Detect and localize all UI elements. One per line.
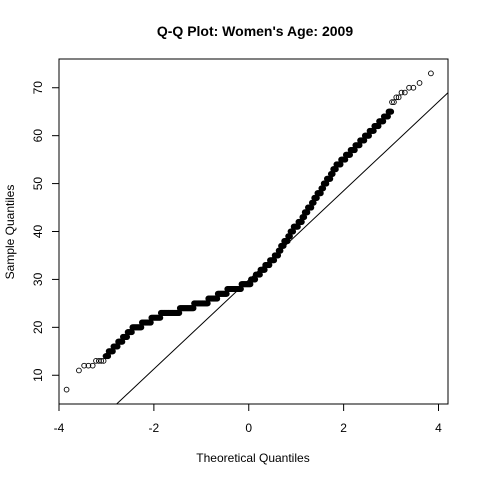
data-point [429,71,434,76]
data-point [417,81,422,86]
y-tick-label: 70 [31,81,45,95]
x-tick-label: -2 [149,421,160,435]
y-tick-label: 60 [31,129,45,143]
y-tick-label: 10 [31,368,45,382]
x-axis-label: Theoretical Quantiles [196,451,309,465]
data-point [77,368,82,373]
x-tick-label: 2 [340,421,347,435]
y-tick-label: 40 [31,225,45,239]
y-axis-label: Sample Quantiles [3,185,17,280]
y-tick-label: 30 [31,272,45,286]
y-axis: 10 20 30 40 50 60 70 [31,81,59,382]
data-point [402,90,407,95]
data-points [64,71,433,392]
data-point [388,109,393,114]
x-axis: -4 -2 0 2 4 [54,404,443,435]
chart-title: Q-Q Plot: Women's Age: 2009 [157,23,353,39]
x-tick-label: -4 [54,421,65,435]
reference-line [12,48,480,480]
x-tick-label: 4 [435,421,442,435]
plot-area [12,48,480,480]
x-tick-label: 0 [245,421,252,435]
data-point [64,387,69,392]
y-tick-label: 20 [31,320,45,334]
y-tick-label: 50 [31,177,45,191]
